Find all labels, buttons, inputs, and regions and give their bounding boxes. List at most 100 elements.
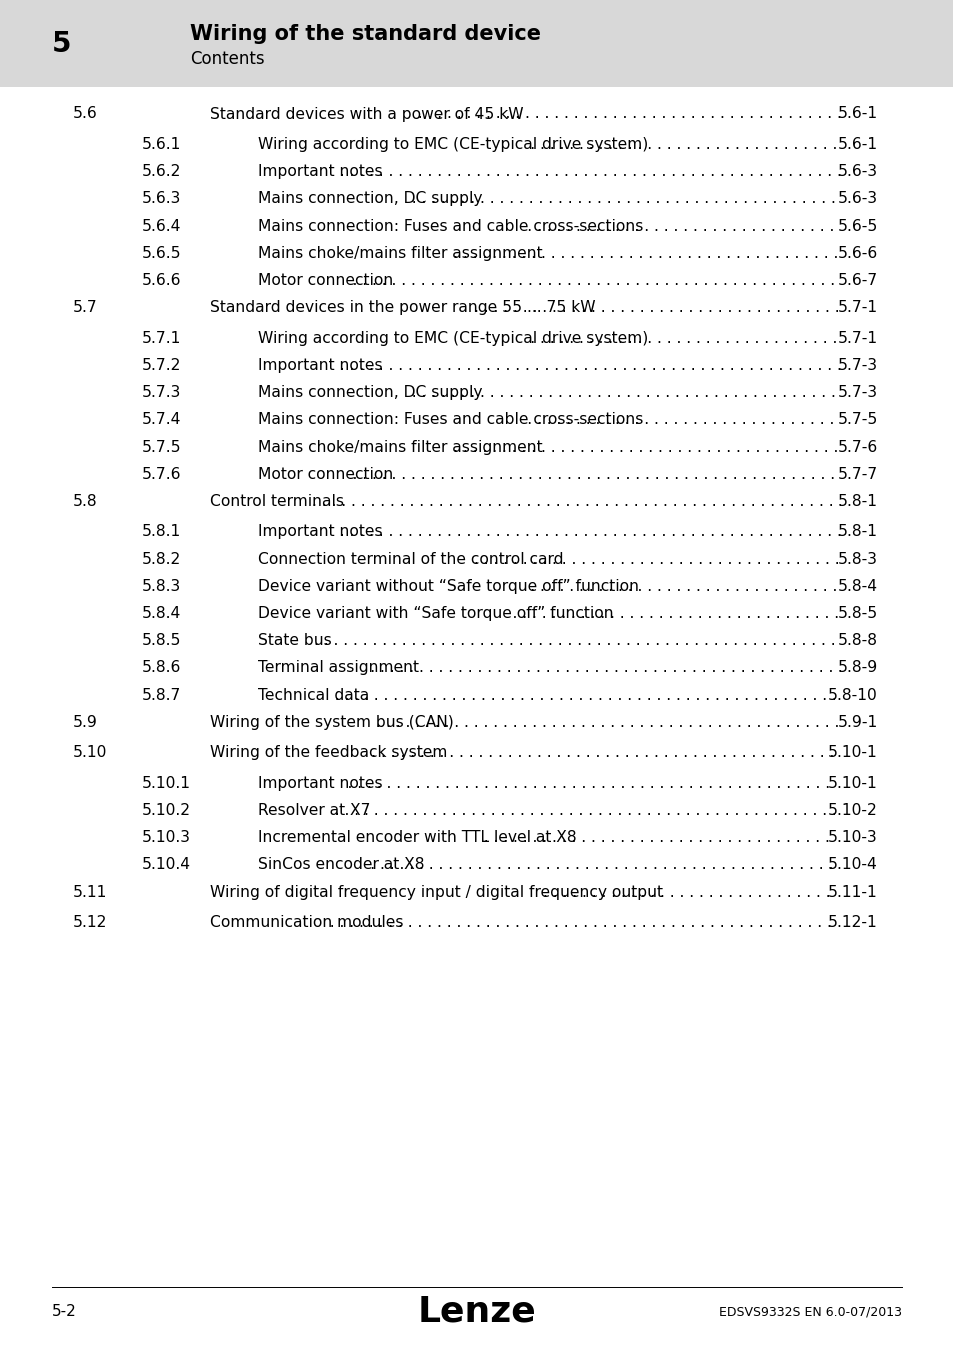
Text: 5.8-3: 5.8-3: [837, 552, 877, 567]
Text: Device variant with “Safe torque off” function: Device variant with “Safe torque off” fu…: [257, 606, 613, 621]
Text: 5.7.1: 5.7.1: [142, 331, 181, 346]
Text: 5.6.1: 5.6.1: [142, 136, 181, 153]
Text: Wiring according to EMC (CE-typical drive system): Wiring according to EMC (CE-typical driv…: [257, 136, 648, 153]
Text: . . . . . . . . . . . . . . . . . . . . . . . . . . . . . . . . . . . . . . . . : . . . . . . . . . . . . . . . . . . . . …: [224, 857, 953, 872]
Text: 5.6-3: 5.6-3: [837, 192, 877, 207]
Text: Mains connection: Fuses and cable cross-sections: Mains connection: Fuses and cable cross-…: [257, 219, 642, 234]
Text: 5.10.4: 5.10.4: [142, 857, 191, 872]
Text: 5.10-3: 5.10-3: [827, 830, 877, 845]
Text: . . . . . . . . . . . . . . . . . . . . . . . . . . . . . . . . . . . . . . . . : . . . . . . . . . . . . . . . . . . . . …: [194, 494, 949, 509]
Text: . . . . . . . . . . . . . . . . . . . . . . . . . . . . . . . . . . . . . . . . : . . . . . . . . . . . . . . . . . . . . …: [213, 165, 953, 180]
Text: . . . . . . . . . . . . . . . . . . . . . . . . . . . . . . . . . . . . . . . . : . . . . . . . . . . . . . . . . . . . . …: [230, 714, 953, 730]
Text: . . . . . . . . . . . . . . . . . . . . . . . . . . . . . . . . . . . . . . . . : . . . . . . . . . . . . . . . . . . . . …: [303, 412, 953, 428]
Text: Important notes: Important notes: [257, 165, 382, 180]
Text: Mains connection: Fuses and cable cross-sections: Mains connection: Fuses and cable cross-…: [257, 412, 642, 428]
Text: . . . . . . . . . . . . . . . . . . . . . . . . . . . . . . . . . . . . . . . . : . . . . . . . . . . . . . . . . . . . . …: [246, 385, 953, 400]
Text: 5.10-2: 5.10-2: [827, 803, 877, 818]
Text: 5.7-1: 5.7-1: [837, 300, 877, 315]
Text: 5.12: 5.12: [73, 915, 108, 930]
Text: 5.9: 5.9: [73, 714, 98, 730]
Text: Lenze: Lenze: [417, 1295, 536, 1328]
Text: 5.6.2: 5.6.2: [142, 165, 181, 180]
Text: 5.8.7: 5.8.7: [142, 687, 181, 702]
Text: 5.8.2: 5.8.2: [142, 552, 181, 567]
Text: State bus: State bus: [257, 633, 332, 648]
Text: . . . . . . . . . . . . . . . . . . . . . . . . . . . . . . . . . . . . . . . . : . . . . . . . . . . . . . . . . . . . . …: [297, 606, 953, 621]
Text: 5.7.3: 5.7.3: [142, 385, 181, 400]
Text: Terminal assignment: Terminal assignment: [257, 660, 418, 675]
Text: Wiring of the feedback system: Wiring of the feedback system: [210, 745, 447, 760]
Text: 5.8.4: 5.8.4: [142, 606, 181, 621]
Text: 5.12-1: 5.12-1: [827, 915, 877, 930]
Text: . . . . . . . . . . . . . . . . . . . . . . . . . . . . . . . . . . . . . . . . : . . . . . . . . . . . . . . . . . . . . …: [279, 300, 953, 315]
Text: Wiring of the system bus (CAN): Wiring of the system bus (CAN): [210, 714, 454, 730]
Text: Resolver at X7: Resolver at X7: [257, 803, 370, 818]
Text: Standard devices with a power of 45 kW: Standard devices with a power of 45 kW: [210, 107, 523, 122]
Text: 5.6.6: 5.6.6: [142, 273, 181, 288]
Text: 5.7-1: 5.7-1: [837, 331, 877, 346]
Text: Wiring according to EMC (CE-typical drive system): Wiring according to EMC (CE-typical driv…: [257, 331, 648, 346]
Text: 5.6: 5.6: [73, 107, 97, 122]
Text: 5.8-5: 5.8-5: [837, 606, 877, 621]
Text: . . . . . . . . . . . . . . . . . . . . . . . . . . . . . . . . . . . . . . . . : . . . . . . . . . . . . . . . . . . . . …: [268, 440, 953, 455]
Text: Important notes: Important notes: [257, 358, 382, 373]
Text: SinCos encoder at X8: SinCos encoder at X8: [257, 857, 424, 872]
Text: Mains connection, DC supply: Mains connection, DC supply: [257, 192, 482, 207]
Text: 5.8: 5.8: [73, 494, 97, 509]
Text: . . . . . . . . . . . . . . . . . . . . . . . . . . . . . . . . . . . . . . . . : . . . . . . . . . . . . . . . . . . . . …: [213, 524, 953, 540]
Text: 5.6-1: 5.6-1: [837, 107, 877, 122]
Text: 5.8-8: 5.8-8: [837, 633, 877, 648]
Text: 5.8-1: 5.8-1: [837, 524, 877, 540]
Text: Mains connection, DC supply: Mains connection, DC supply: [257, 385, 482, 400]
Text: Mains choke/mains filter assignment: Mains choke/mains filter assignment: [257, 440, 542, 455]
Text: 5.6.5: 5.6.5: [142, 246, 181, 261]
Text: . . . . . . . . . . . . . . . . . . . . . . . . . . . . . . . . . . . . . . . . : . . . . . . . . . . . . . . . . . . . . …: [306, 579, 953, 594]
Text: 5.6-7: 5.6-7: [837, 273, 877, 288]
Text: 5.8-1: 5.8-1: [837, 494, 877, 509]
Text: 5.7: 5.7: [73, 300, 97, 315]
Text: . . . . . . . . . . . . . . . . . . . . . . . . . . . . . . . . . . . . . . . . : . . . . . . . . . . . . . . . . . . . . …: [208, 803, 953, 818]
Text: 5.7-6: 5.7-6: [837, 440, 877, 455]
Text: . . . . . . . . . . . . . . . . . . . . . . . . . . . . . . . . . . . . . . . . : . . . . . . . . . . . . . . . . . . . . …: [268, 246, 953, 261]
Text: . . . . . . . . . . . . . . . . . . . . . . . . . . . . . . . . . . . . . . . . : . . . . . . . . . . . . . . . . . . . . …: [306, 136, 953, 153]
Text: . . . . . . . . . . . . . . . . . . . . . . . . . . . . . . . . . . . . . . . . : . . . . . . . . . . . . . . . . . . . . …: [309, 884, 953, 899]
Text: . . . . . . . . . . . . . . . . . . . . . . . . . . . . . . . . . . . . . . . . : . . . . . . . . . . . . . . . . . . . . …: [224, 660, 953, 675]
Text: 5.9-1: 5.9-1: [837, 714, 877, 730]
Text: 5.11-1: 5.11-1: [827, 884, 877, 899]
Text: Communication modules: Communication modules: [210, 915, 403, 930]
Text: 5.8.3: 5.8.3: [142, 579, 181, 594]
Text: Mains choke/mains filter assignment: Mains choke/mains filter assignment: [257, 246, 542, 261]
Text: Standard devices in the power range 55 ... 75 kW: Standard devices in the power range 55 .…: [210, 300, 595, 315]
Text: Wiring of the standard device: Wiring of the standard device: [190, 24, 540, 45]
Text: 5.10.2: 5.10.2: [142, 803, 191, 818]
Text: EDSVS9332S EN 6.0-07/2013: EDSVS9332S EN 6.0-07/2013: [719, 1305, 901, 1319]
Text: 5.8-10: 5.8-10: [827, 687, 877, 702]
Text: 5.10-4: 5.10-4: [827, 857, 877, 872]
Text: 5.7.6: 5.7.6: [142, 467, 181, 482]
Text: 5.8.1: 5.8.1: [142, 524, 181, 540]
Text: Motor connection: Motor connection: [257, 467, 393, 482]
Text: . . . . . . . . . . . . . . . . . . . . . . . . . . . . . . . . . . . . . . . . : . . . . . . . . . . . . . . . . . . . . …: [252, 107, 953, 122]
Text: 5.6.4: 5.6.4: [142, 219, 181, 234]
Text: 5.11: 5.11: [73, 884, 108, 899]
Text: 5.6-5: 5.6-5: [837, 219, 877, 234]
Text: . . . . . . . . . . . . . . . . . . . . . . . . . . . . . . . . . . . . . . . . : . . . . . . . . . . . . . . . . . . . . …: [197, 633, 952, 648]
Text: . . . . . . . . . . . . . . . . . . . . . . . . . . . . . . . . . . . . . . . . : . . . . . . . . . . . . . . . . . . . . …: [246, 192, 953, 207]
Text: Important notes: Important notes: [257, 524, 382, 540]
Text: 5: 5: [52, 30, 71, 58]
Text: 5-2: 5-2: [52, 1304, 76, 1319]
Text: 5.6.3: 5.6.3: [142, 192, 181, 207]
Text: 5.8.6: 5.8.6: [142, 660, 181, 675]
Text: . . . . . . . . . . . . . . . . . . . . . . . . . . . . . . . . . . . . . . . . : . . . . . . . . . . . . . . . . . . . . …: [225, 745, 953, 760]
Text: . . . . . . . . . . . . . . . . . . . . . . . . . . . . . . . . . . . . . . . . : . . . . . . . . . . . . . . . . . . . . …: [306, 331, 953, 346]
Text: . . . . . . . . . . . . . . . . . . . . . . . . . . . . . . . . . . . . . . . . : . . . . . . . . . . . . . . . . . . . . …: [216, 273, 953, 288]
Text: 5.10: 5.10: [73, 745, 108, 760]
Text: . . . . . . . . . . . . . . . . . . . . . . . . . . . . . . . . . . . . . . . . : . . . . . . . . . . . . . . . . . . . . …: [213, 358, 953, 373]
Text: Contents: Contents: [190, 50, 264, 68]
Text: Connection terminal of the control card: Connection terminal of the control card: [257, 552, 563, 567]
Text: 5.10.3: 5.10.3: [142, 830, 191, 845]
Text: Incremental encoder with TTL level at X8: Incremental encoder with TTL level at X8: [257, 830, 576, 845]
Text: 5.10-1: 5.10-1: [827, 776, 877, 791]
Text: . . . . . . . . . . . . . . . . . . . . . . . . . . . . . . . . . . . . . . . . : . . . . . . . . . . . . . . . . . . . . …: [211, 776, 953, 791]
Text: 5.7.4: 5.7.4: [142, 412, 181, 428]
